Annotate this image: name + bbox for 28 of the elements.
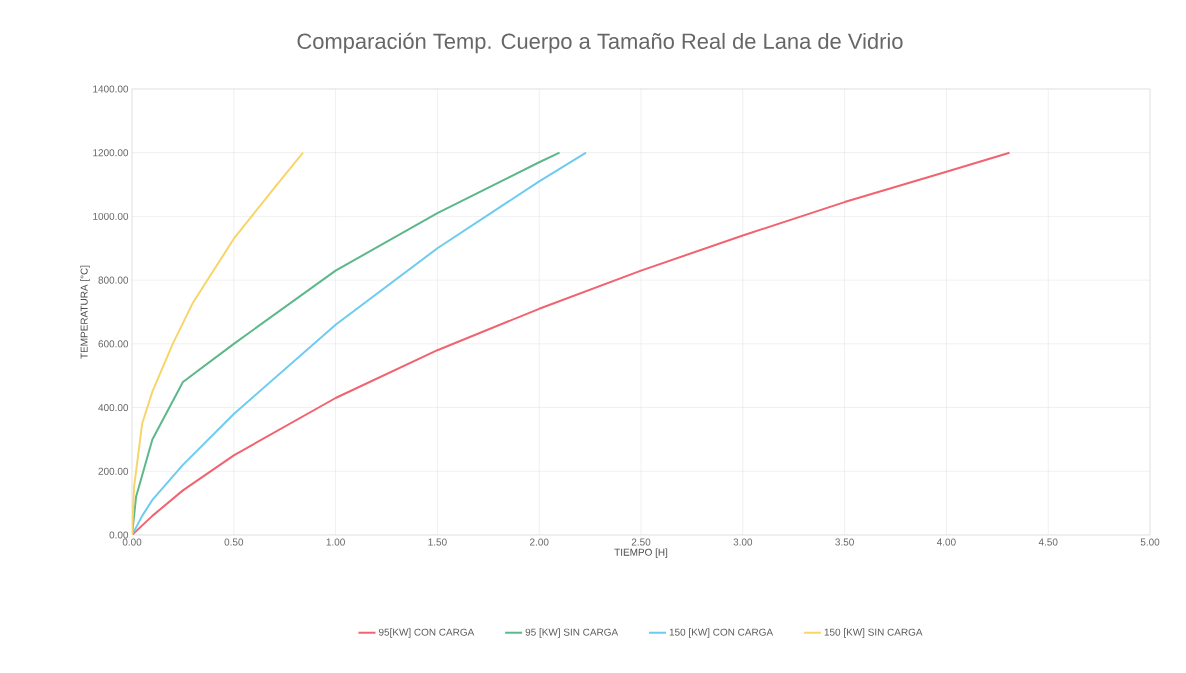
- legend-label: 95[KW] CON CARGA: [378, 628, 475, 638]
- y-tick-label: 1400.00: [93, 85, 129, 93]
- x-tick-label: 4.50: [1038, 538, 1058, 546]
- y-tick-label: 800.00: [98, 276, 129, 284]
- line-series: [132, 151, 1011, 535]
- line-series: [132, 151, 305, 535]
- x-tick-label: 0.50: [224, 538, 244, 546]
- x-tick-label: 2.50: [631, 538, 651, 546]
- x-tick-label: 4.00: [936, 538, 956, 546]
- legend-label: 95 [KW] SIN CARGA: [525, 628, 619, 638]
- y-tick-label: 0.00: [109, 531, 129, 539]
- y-axis-title: TEMPERATURA [°C]: [80, 265, 90, 359]
- x-tick-label: 3.50: [835, 538, 854, 546]
- legend-label: 150 [KW] SIN CARGA: [824, 628, 923, 638]
- y-tick-label: 1200.00: [93, 149, 129, 157]
- x-tick-label: 1.50: [428, 538, 447, 546]
- x-tick-label: 1.00: [326, 538, 345, 546]
- y-tick-label: 400.00: [98, 404, 129, 412]
- y-tick-label: 1000.00: [93, 212, 129, 220]
- y-tick-label: 200.00: [98, 467, 129, 475]
- x-axis-title: TIEMPO [H]: [614, 548, 668, 558]
- x-tick-label: 2.00: [530, 538, 549, 546]
- chart-title: Comparación Temp. Cuerpo a Tamaño Real de Lana de Vidrio: [297, 32, 903, 54]
- x-tick-label: 3.00: [733, 538, 753, 546]
- x-tick-label: 5.00: [1140, 538, 1160, 546]
- y-tick-label: 600.00: [98, 340, 129, 348]
- x-tick-label: 0.00: [122, 538, 142, 546]
- legend-label: 150 [KW] CON CARGA: [669, 628, 774, 638]
